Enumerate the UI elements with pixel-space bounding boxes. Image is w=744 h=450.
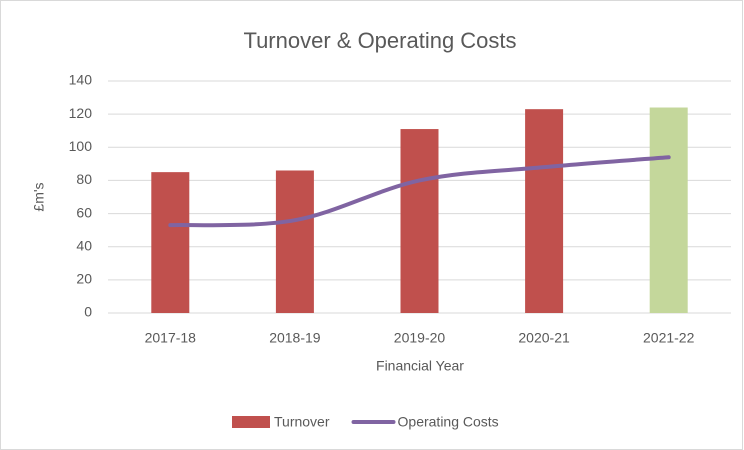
legend-swatch bbox=[232, 416, 270, 428]
legend-label: Turnover bbox=[274, 414, 330, 430]
x-tick-label: 2021-22 bbox=[643, 330, 695, 346]
chart-title: Turnover & Operating Costs bbox=[243, 28, 516, 53]
x-tick-label: 2017-18 bbox=[145, 330, 197, 346]
x-tick-label: 2019-20 bbox=[394, 330, 446, 346]
line bbox=[168, 155, 671, 228]
y-tick-label: 80 bbox=[76, 171, 92, 187]
y-tick-label: 120 bbox=[69, 105, 93, 121]
legend-label: Operating Costs bbox=[398, 414, 499, 430]
x-tick-label: 2020-21 bbox=[518, 330, 570, 346]
bar bbox=[275, 170, 314, 313]
y-tick-label: 20 bbox=[76, 271, 92, 287]
bar bbox=[151, 172, 190, 313]
bar bbox=[525, 109, 564, 314]
y-tick-label: 40 bbox=[76, 237, 92, 253]
x-axis-title: Financial Year bbox=[376, 358, 464, 374]
bar bbox=[649, 107, 688, 313]
y-axis-title: £m's bbox=[31, 182, 47, 211]
x-tick-label: 2018-19 bbox=[269, 330, 321, 346]
y-tick-label: 60 bbox=[76, 204, 92, 220]
y-tick-label: 140 bbox=[69, 72, 93, 88]
bar bbox=[400, 129, 439, 313]
y-tick-label: 0 bbox=[84, 304, 92, 320]
y-tick-label: 100 bbox=[69, 138, 93, 154]
